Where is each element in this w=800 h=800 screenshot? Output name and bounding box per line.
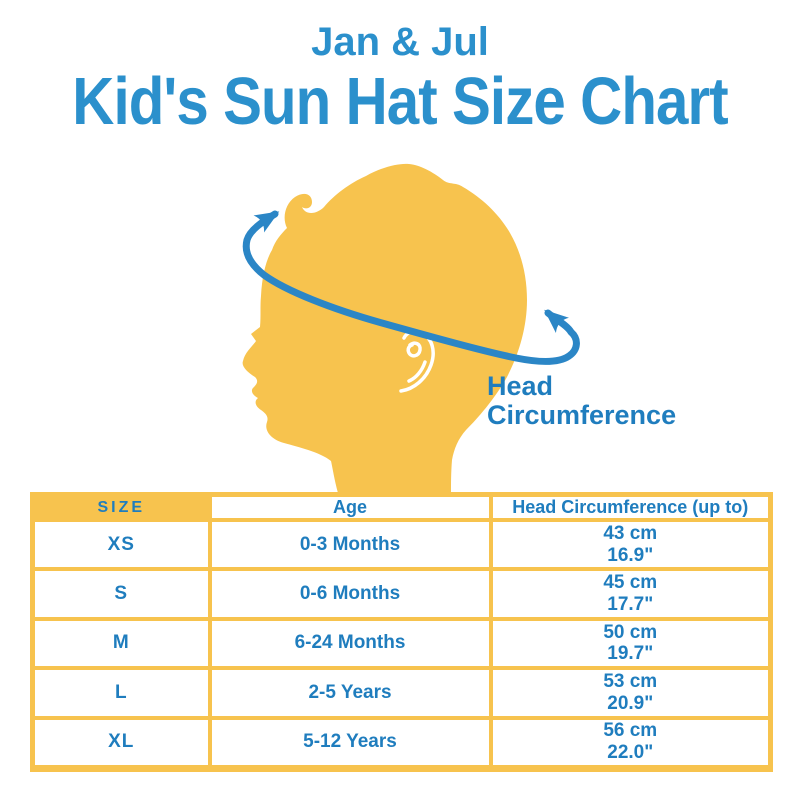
table-row-xl: XL 5-12 Years 56 cm 22.0"	[30, 715, 773, 772]
age-value: 0-6 Months	[207, 567, 493, 621]
circumference-cm: 50 cm	[603, 621, 658, 643]
circumference-value: 53 cm 20.9"	[488, 666, 773, 720]
table-row-l: L 2-5 Years 53 cm 20.9"	[30, 666, 773, 720]
circumference-inches: 20.9"	[607, 692, 654, 714]
column-header-age: Age	[207, 492, 493, 522]
circumference-arrow-icon	[242, 210, 580, 365]
size-chart-table: SIZE Age Head Circumference (up to) XS 0…	[30, 492, 773, 772]
age-value: 2-5 Years	[207, 666, 493, 720]
circumference-value: 50 cm 19.7"	[488, 616, 773, 671]
size-value: S	[30, 567, 212, 621]
circumference-value: 43 cm 16.9"	[488, 517, 773, 572]
table-row-s: S 0-6 Months 45 cm 17.7"	[30, 567, 773, 621]
table-header-row: SIZE Age Head Circumference (up to)	[30, 492, 773, 522]
column-header-circumference: Head Circumference (up to)	[488, 492, 773, 522]
age-value: 5-12 Years	[207, 715, 493, 772]
circumference-value: 45 cm 17.7"	[488, 567, 773, 621]
circumference-inches: 17.7"	[607, 594, 654, 616]
circumference-inches: 19.7"	[607, 643, 654, 665]
circumference-inches: 22.0"	[607, 742, 654, 764]
circumference-cm: 53 cm	[603, 670, 658, 692]
circumference-inches: 16.9"	[607, 544, 654, 566]
column-header-size: SIZE	[30, 492, 212, 522]
head-illustration	[180, 148, 640, 498]
circumference-cm: 43 cm	[603, 522, 658, 544]
size-value: M	[30, 616, 212, 671]
head-circumference-label: Head Circumference	[487, 371, 677, 431]
head-circumference-label-line1: Head	[487, 371, 554, 401]
circumference-cm: 56 cm	[603, 720, 658, 742]
size-value: XL	[30, 715, 212, 772]
size-value: L	[30, 666, 212, 720]
table-row-xs: XS 0-3 Months 43 cm 16.9"	[30, 517, 773, 572]
child-head-silhouette	[242, 163, 527, 493]
head-illustration-svg	[242, 163, 580, 493]
head-circumference-label-line2: Circumference	[487, 400, 677, 431]
brand-name: Jan & Jul	[311, 20, 489, 64]
page-title: Kid's Sun Hat Size Chart	[72, 63, 728, 139]
age-value: 0-3 Months	[207, 517, 493, 572]
table-row-m: M 6-24 Months 50 cm 19.7"	[30, 616, 773, 671]
age-value: 6-24 Months	[207, 616, 493, 671]
circumference-value: 56 cm 22.0"	[488, 715, 773, 772]
size-value: XS	[30, 517, 212, 572]
circumference-cm: 45 cm	[603, 572, 658, 594]
